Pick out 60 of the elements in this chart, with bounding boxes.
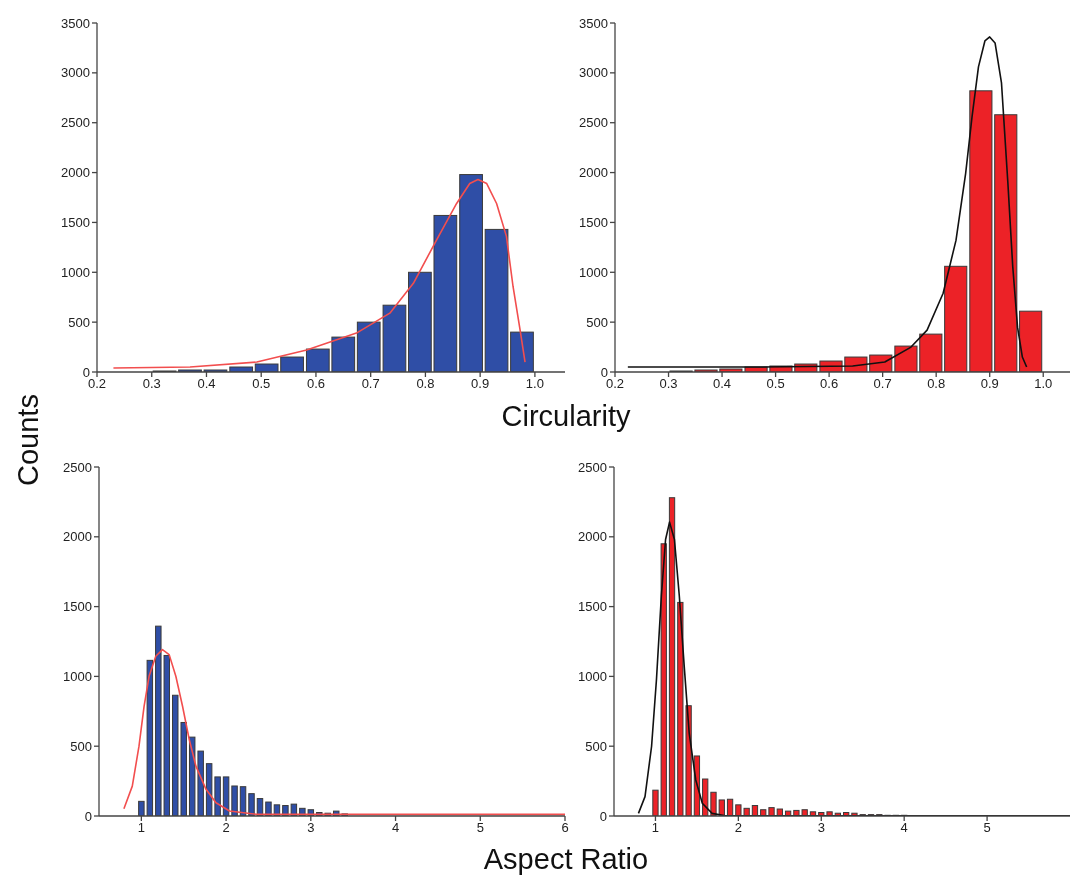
x-tick-label: 0.6: [820, 376, 839, 392]
y-tick-label: 2000: [61, 165, 90, 181]
y-tick-label: 500: [586, 314, 608, 330]
x-tick-label: 0.6: [306, 376, 325, 392]
x-tick-label: 2: [734, 820, 742, 836]
x-tick-label: 0.7: [361, 376, 380, 392]
x-tick-label: 0.8: [927, 376, 946, 392]
y-tick-label: 2500: [61, 115, 90, 131]
x-tick-label: 0.4: [197, 376, 216, 392]
y-tick-label: 1500: [63, 599, 92, 615]
y-tick-label: 1000: [63, 669, 92, 685]
y-tick-label: 2000: [579, 165, 608, 181]
y-tick-label: 0: [600, 364, 608, 380]
x-tick-label: 0.5: [252, 376, 271, 392]
y-tick-label: 2000: [578, 529, 607, 545]
y-tick-label: 1000: [61, 264, 90, 280]
x-tick-label: 0.5: [766, 376, 785, 392]
x-tick-label: 1.0: [1034, 376, 1053, 392]
x-tick-label: 5: [983, 820, 991, 836]
x-tick-label: 0.2: [605, 376, 625, 392]
y-tick-label: 500: [585, 738, 607, 754]
x-tick-label: 0.9: [471, 376, 490, 392]
y-tick-label: 2500: [578, 459, 607, 475]
x-tick-label: 3: [307, 820, 315, 836]
x-tick-label: 1: [651, 820, 660, 836]
y-tick-label: 500: [68, 314, 90, 330]
y-tick-label: 0: [84, 808, 92, 824]
y-tick-label: 1500: [61, 215, 90, 231]
x-tick-label: 4: [391, 820, 400, 836]
x-tick-label: 0.2: [87, 376, 107, 392]
x-tick-label: 1.0: [525, 376, 544, 392]
x-tick-label: 5: [476, 820, 484, 836]
y-tick-label: 1500: [578, 599, 607, 615]
y-tick-label: 500: [70, 738, 92, 754]
x-tick-label: 1: [137, 820, 145, 836]
x-axis-title: Circularity: [500, 400, 632, 433]
x-tick-label: 0.4: [713, 376, 732, 392]
y-tick-label: 2000: [63, 529, 92, 545]
y-tick-label: 3500: [579, 15, 608, 31]
x-tick-label: 0.7: [873, 376, 892, 392]
x-tick-label: 0.3: [142, 376, 161, 392]
x-tick-label: 6: [561, 820, 569, 836]
y-tick-label: 1500: [579, 215, 608, 231]
x-axis-title: Aspect Ratio: [482, 843, 650, 876]
y-axis-title: Counts: [11, 393, 45, 488]
y-tick-label: 2500: [63, 459, 92, 475]
y-tick-label: 3500: [61, 15, 90, 31]
x-tick-label: 4: [900, 820, 908, 836]
x-tick-label: 3: [817, 820, 825, 836]
x-tick-label: 2: [222, 820, 230, 836]
y-tick-label: 0: [599, 808, 607, 824]
x-tick-label: 0.3: [659, 376, 678, 392]
y-tick-label: 1000: [579, 264, 608, 280]
y-tick-label: 3000: [61, 65, 90, 81]
y-tick-label: 0: [82, 364, 90, 380]
x-tick-label: 0.9: [980, 376, 999, 392]
x-tick-label: 0.8: [416, 376, 435, 392]
y-tick-label: 1000: [578, 669, 607, 685]
y-tick-label: 2500: [579, 115, 608, 131]
y-tick-label: 3000: [579, 65, 608, 81]
